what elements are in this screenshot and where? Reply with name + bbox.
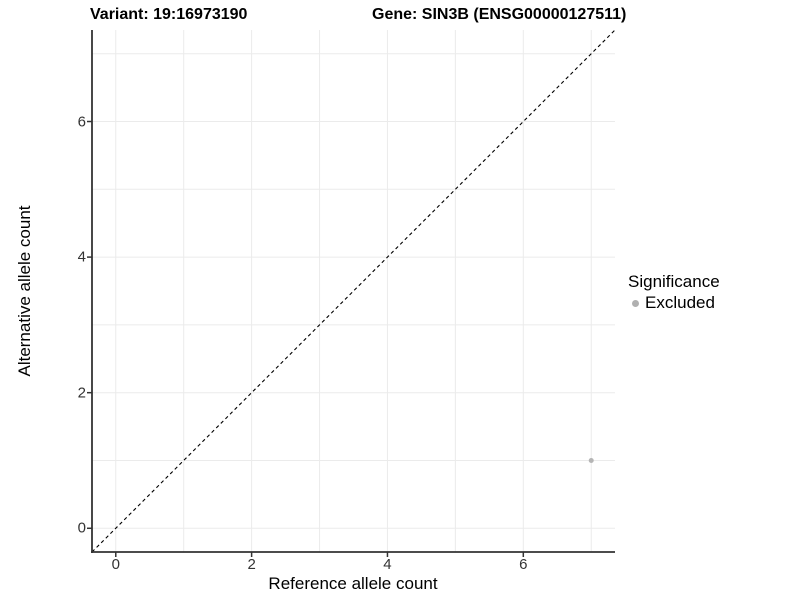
identity-dashed-line (91, 29, 616, 553)
x-tick-label: 0 (111, 556, 120, 573)
y-tick-label: 4 (77, 248, 86, 266)
x-tick-label: 4 (383, 556, 392, 573)
x-tick-label: 2 (247, 556, 256, 573)
legend-item-label: Excluded (645, 293, 715, 312)
plot-title-variant: Variant: 19:16973190 (90, 6, 248, 23)
legend-item-excluded: Excluded (628, 293, 720, 313)
legend: Significance Excluded (628, 272, 720, 313)
y-tick-label: 0 (77, 519, 86, 537)
y-tick-label: 2 (77, 384, 86, 402)
x-tick-label: 6 (519, 556, 528, 573)
data-point (588, 457, 594, 463)
x-axis-title: Reference allele count (268, 574, 438, 593)
y-tick-label: 6 (77, 113, 86, 131)
y-axis-title: Alternative allele count (15, 205, 34, 377)
plot-title-gene: Gene: SIN3B (ENSG00000127511) (372, 6, 627, 23)
legend-key-dot-icon (632, 299, 639, 307)
legend-title: Significance (628, 272, 720, 291)
